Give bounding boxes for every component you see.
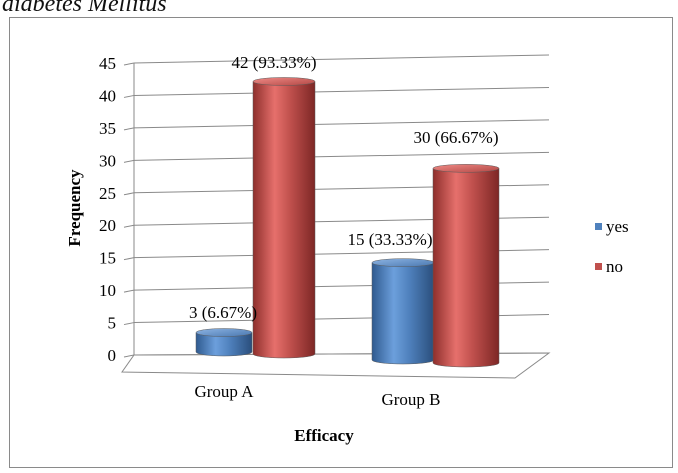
y-tick-mark xyxy=(123,159,135,163)
gridline xyxy=(133,119,550,129)
x-tick-label: Group B xyxy=(381,390,440,409)
y-tick-label: 40 xyxy=(99,86,116,105)
data-label: 42 (93.33%) xyxy=(232,53,317,72)
y-tick-label: 25 xyxy=(99,184,116,203)
x-tick-label: Group A xyxy=(194,382,254,401)
bar-top xyxy=(252,77,316,86)
data-label: 3 (6.67%) xyxy=(189,303,257,322)
bar-no-group-a xyxy=(252,77,316,359)
y-tick-label: 30 xyxy=(99,151,116,170)
y-tick-mark xyxy=(123,257,135,261)
gridline xyxy=(133,151,550,161)
y-tick-label: 15 xyxy=(99,249,116,268)
chart-frame xyxy=(9,17,673,468)
legend-swatch-no xyxy=(595,263,602,270)
y-tick-mark xyxy=(123,192,135,196)
y-tick-mark xyxy=(123,94,135,98)
y-tick-label: 10 xyxy=(99,281,116,300)
bar-body xyxy=(432,168,500,368)
y-tick-mark xyxy=(123,289,135,293)
bar-body xyxy=(371,262,435,365)
bar-yes-group-b xyxy=(371,258,435,365)
gridline xyxy=(133,86,550,96)
bar-top xyxy=(432,164,500,173)
legend-swatch-yes xyxy=(595,223,602,230)
page-caption: diabetes Mellitus xyxy=(2,0,167,17)
legend-label-no: no xyxy=(606,257,623,276)
y-tick-mark xyxy=(123,354,135,358)
y-tick-label: 20 xyxy=(99,216,116,235)
bar-body xyxy=(252,81,316,359)
y-tick-mark xyxy=(123,62,135,66)
bar-yes-group-a xyxy=(195,328,253,357)
data-label: 15 (33.33%) xyxy=(348,230,433,249)
gridline xyxy=(133,54,550,64)
bar-top xyxy=(371,258,435,267)
bar-no-group-b xyxy=(432,164,500,368)
y-tick-label: 0 xyxy=(108,346,117,365)
y-tick-label: 35 xyxy=(99,119,116,138)
data-label: 30 (66.67%) xyxy=(414,128,499,147)
y-tick-label: 45 xyxy=(99,54,116,73)
legend-label-yes: yes xyxy=(606,217,629,236)
y-tick-mark xyxy=(123,322,135,326)
y-tick-mark xyxy=(123,127,135,131)
y-axis-label: Frequency xyxy=(65,169,84,247)
legend: yes no xyxy=(595,217,629,276)
y-tick-mark xyxy=(123,224,135,228)
y-tick-label: 5 xyxy=(108,314,117,333)
bar-body xyxy=(195,332,253,357)
x-axis-label: Efficacy xyxy=(294,426,354,445)
bar-top xyxy=(195,328,253,337)
